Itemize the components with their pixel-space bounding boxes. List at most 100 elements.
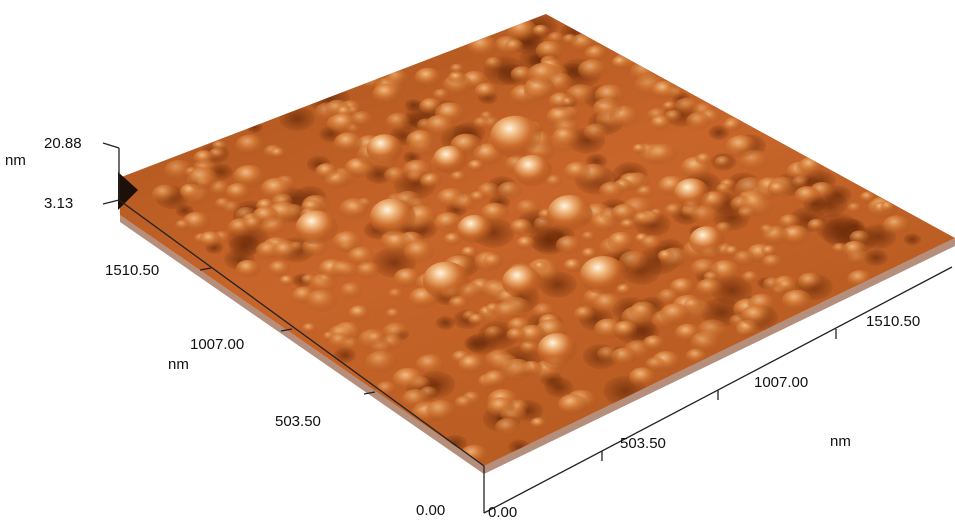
surface-grain [350,111,374,128]
surface-grain [375,381,398,397]
surface-grain [657,288,680,305]
surface-grain [504,39,524,53]
surface-grain [662,101,677,112]
surface-grain [468,313,486,326]
surface-grain [714,155,732,169]
surface-grain [493,301,522,322]
surface-grain [741,271,760,284]
surface-grain [450,63,465,74]
surface-grain [481,202,509,223]
surface-grain [740,193,770,215]
surface-grain [759,224,775,235]
x-axis-tick-label: 1510.50 [866,313,920,330]
surface-grain [535,40,564,61]
surface-grain [690,258,719,279]
surface-grain [651,80,678,100]
surface-grain [593,293,622,314]
surface-grain [520,340,540,355]
y-axis-tick-label: 503.50 [275,413,321,430]
surface-grain [164,159,194,182]
x-axis-tick-label: 503.50 [620,435,666,452]
surface-grain [315,163,338,180]
surface-peak [537,333,577,366]
surface-grain [214,197,232,210]
surface-grain [347,246,375,266]
surface-grain [725,135,758,158]
surface-grain [199,231,222,248]
surface-grain [599,181,625,200]
surface-grain [186,167,219,191]
surface-grain [797,272,823,291]
surface-peak [513,154,552,187]
surface-grain [596,346,619,363]
surface-grain [235,134,265,156]
surface-grain [151,184,179,204]
surface-grain [414,67,442,87]
surface-grain [778,214,801,230]
surface-grain [401,389,430,410]
surface-grain [607,231,635,252]
surface-texture [151,14,922,466]
surface-grain [794,186,821,205]
surface-grain [425,114,456,137]
surface-grain [279,275,295,287]
surface-grain [426,399,456,422]
surface-grain [618,250,648,272]
surface-grain [632,211,653,226]
surface-grain [642,335,666,352]
surface-peak [689,226,725,256]
surface-grain [332,231,363,253]
surface-grain [583,123,609,142]
surface-peak [457,214,493,244]
x-axis-tick-label: 0.00 [488,504,517,521]
surface-pit [463,335,488,353]
surface-grain [716,183,732,195]
surface-front-edge [120,178,955,474]
surface-grain [302,322,317,334]
surface-peak [369,198,416,237]
surface-grain [659,303,691,326]
y-axis-tick-label: 1007.00 [190,336,244,353]
surface-grain [880,201,896,212]
surface-grain [545,174,564,188]
surface-grain [515,199,541,217]
y-axis-line [118,199,485,467]
surface-grain [469,190,487,203]
surface-grain [495,418,521,437]
surface-grain [647,143,677,165]
surface-grain [348,305,370,321]
surface-grain [557,393,588,416]
surface-pit [864,249,889,266]
surface-grain [450,170,467,183]
surface-grain [372,83,402,105]
surface-grain [384,167,407,184]
surface-grain [382,232,413,254]
y-axis-tick-label: 1510.50 [105,262,159,279]
surface-grain [436,188,465,209]
surface-pit [333,347,357,364]
surface-grain [581,231,596,242]
surface-grain [385,308,402,320]
surface-grain [697,319,729,342]
surface-grain [403,240,435,263]
surface-grain [392,367,425,391]
surface-grain [467,159,485,172]
surface-peak [422,261,470,300]
surface-grain [268,260,291,277]
surface-grain [260,177,292,201]
surface-grain [581,247,598,260]
surface-grain [448,71,466,85]
surface-grain [761,245,777,257]
surface-grain [640,235,662,251]
surface-grain [243,216,264,232]
surface-grain [483,370,508,388]
surface-grain [777,279,797,294]
surface-grain [527,62,560,86]
surface-grain [271,240,301,261]
surface-grain [334,132,363,153]
surface-grain [683,298,702,312]
surface-grain [331,260,355,278]
surface-grain [385,112,411,131]
surface-grain [328,332,352,350]
surface-grain [212,140,228,152]
